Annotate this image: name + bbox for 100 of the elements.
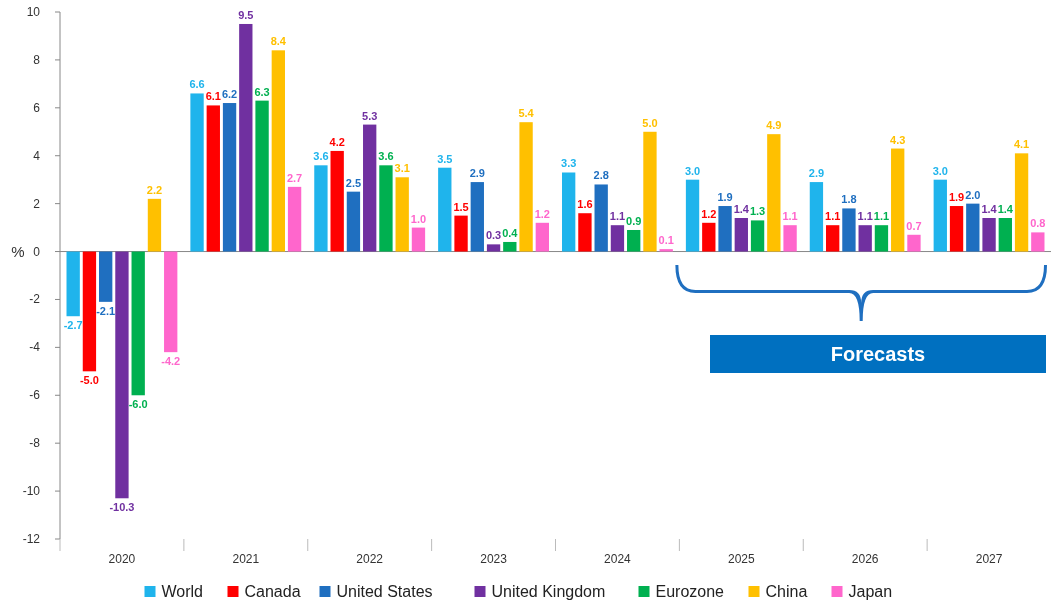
bar <box>503 241 517 252</box>
bar <box>907 234 921 252</box>
bar <box>627 229 641 252</box>
x-tick-label: 2023 <box>480 552 508 566</box>
data-label: -2.7 <box>63 319 83 332</box>
bar <box>519 122 533 252</box>
bar <box>255 100 269 252</box>
data-label: 6.1 <box>205 90 221 103</box>
y-tick-label: -2 <box>29 292 41 307</box>
bar <box>949 206 964 252</box>
data-label: 1.9 <box>948 191 965 204</box>
y-tick-label: 8 <box>33 52 41 67</box>
bar <box>379 165 393 252</box>
y-tick-label: 0 <box>33 244 41 259</box>
data-label: 1.4 <box>997 203 1014 216</box>
data-label: 4.3 <box>890 133 906 146</box>
bar <box>998 218 1012 252</box>
bar <box>874 225 889 252</box>
data-label: 1.3 <box>749 205 766 218</box>
bar <box>826 225 840 252</box>
bar <box>470 182 484 252</box>
y-tick-label: -12 <box>22 532 41 546</box>
y-tick-label: 4 <box>33 148 41 163</box>
bar <box>411 227 426 252</box>
x-tick-label: 2021 <box>232 552 260 566</box>
data-label: 0.7 <box>906 219 922 232</box>
data-label: 2.8 <box>593 169 609 182</box>
data-label: 8.4 <box>270 35 287 48</box>
data-label: 1.1 <box>782 210 798 223</box>
data-label: -10.3 <box>109 501 135 514</box>
y-tick-label: -6 <box>29 388 41 403</box>
bar <box>190 93 204 252</box>
bar <box>685 179 700 252</box>
bar <box>395 177 409 252</box>
bar <box>767 134 781 252</box>
x-tick-label: 2022 <box>356 552 384 566</box>
bar <box>535 222 549 252</box>
bar <box>330 150 344 252</box>
bar <box>131 251 145 396</box>
bar <box>239 23 253 252</box>
data-label: 1.6 <box>577 198 593 211</box>
data-label: 1.4 <box>981 203 998 216</box>
bar <box>287 186 302 252</box>
data-label: 1.1 <box>857 210 873 223</box>
data-label: 0.3 <box>485 229 502 242</box>
bar <box>486 244 501 252</box>
data-label: 1.5 <box>453 200 469 213</box>
data-label: 3.5 <box>437 152 453 165</box>
data-label: -4.2 <box>161 355 181 368</box>
bar <box>610 225 625 252</box>
bar <box>115 251 129 499</box>
data-label: 1.2 <box>534 207 550 220</box>
bar <box>346 191 361 252</box>
data-label: 2.9 <box>469 167 485 180</box>
bar <box>982 218 996 252</box>
bar <box>1014 153 1029 252</box>
bar <box>718 206 732 252</box>
bar <box>933 179 947 252</box>
bar <box>562 172 576 252</box>
bar <box>82 251 97 372</box>
data-label: 1.1 <box>609 210 626 223</box>
bar <box>271 50 285 252</box>
bar <box>891 148 905 252</box>
y-axis-title: % <box>11 242 25 260</box>
y-tick-label: 6 <box>33 100 41 115</box>
legend-label: United Kingdom <box>491 583 606 600</box>
data-label: 6.3 <box>254 85 270 98</box>
data-label: 5.4 <box>518 107 535 120</box>
x-tick-label: 2027 <box>975 552 1003 566</box>
data-label: 1.8 <box>841 193 857 206</box>
data-label: 1.1 <box>873 210 890 223</box>
data-label: 1.0 <box>410 212 427 225</box>
y-tick-label: -10 <box>22 484 41 499</box>
data-label: 3.0 <box>684 164 701 177</box>
bar <box>578 213 592 252</box>
bar <box>454 215 468 252</box>
x-tick-label: 2026 <box>851 552 879 566</box>
data-label: 2.2 <box>146 183 163 196</box>
bar <box>643 131 657 252</box>
bar <box>750 220 765 252</box>
bar <box>594 184 608 252</box>
data-label: 1.1 <box>825 210 841 223</box>
bar <box>809 182 824 252</box>
bar <box>842 208 856 252</box>
y-tick-label: -4 <box>29 340 41 355</box>
data-label: -5.0 <box>79 374 99 387</box>
data-label: 5.3 <box>362 109 378 122</box>
bar <box>314 165 328 252</box>
data-label: 3.1 <box>394 162 410 175</box>
bar <box>99 251 113 302</box>
data-label: 2.0 <box>965 188 981 201</box>
bar <box>66 251 80 317</box>
data-label: 3.0 <box>932 164 948 177</box>
annotation: Forecasts <box>830 343 926 365</box>
bar <box>222 103 237 252</box>
legend-label: World <box>161 583 203 600</box>
legend-label: Japan <box>848 583 893 600</box>
legend-label: United States <box>336 583 433 600</box>
y-tick-label: 2 <box>33 196 41 211</box>
data-label: 3.6 <box>378 150 394 163</box>
